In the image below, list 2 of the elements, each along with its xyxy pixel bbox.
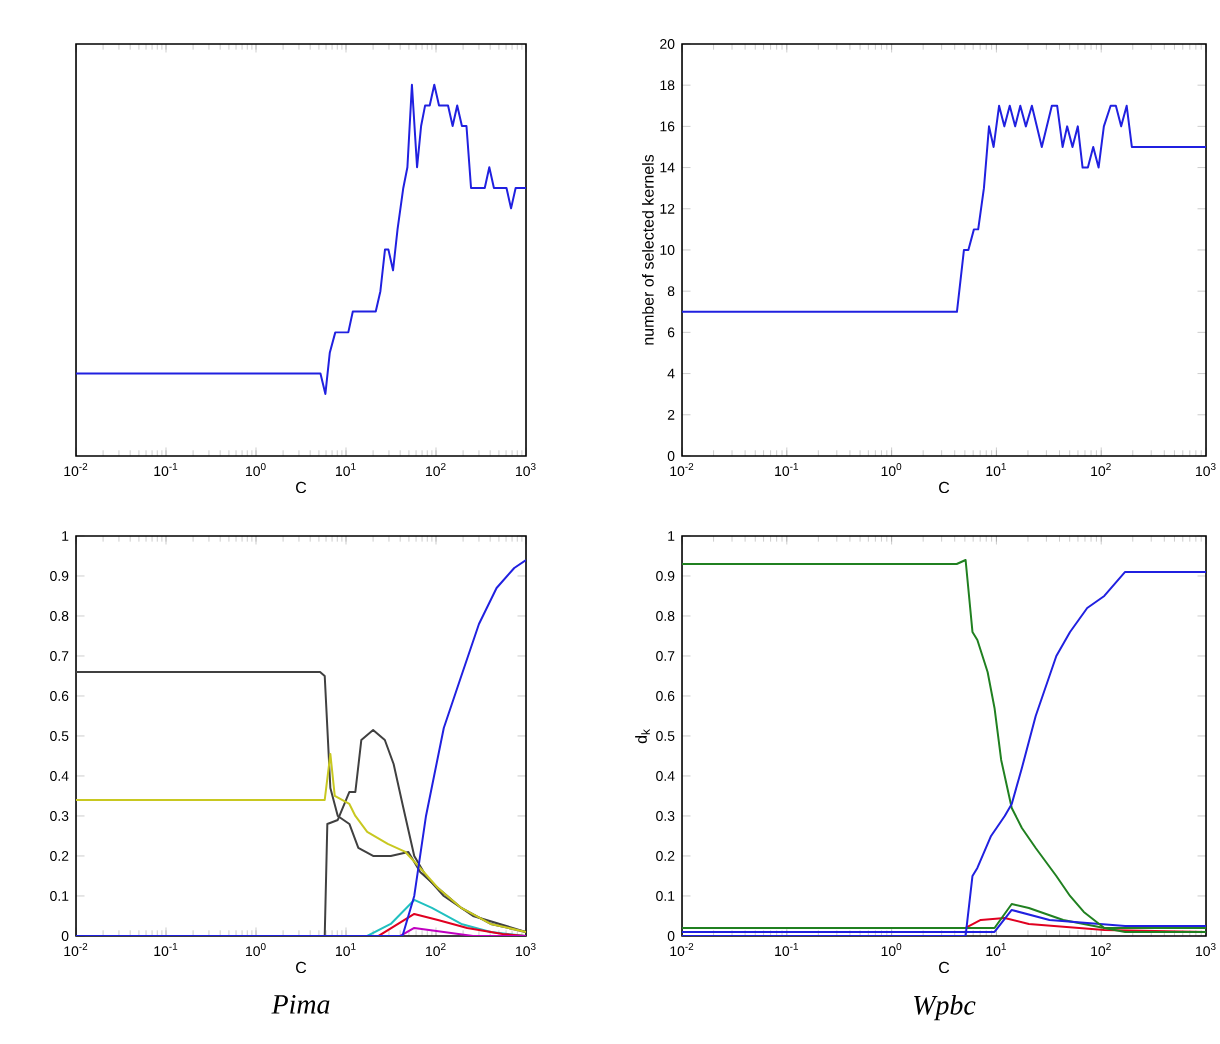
text: Wpbc	[914, 994, 976, 1021]
text: Pima	[271, 995, 330, 1014]
